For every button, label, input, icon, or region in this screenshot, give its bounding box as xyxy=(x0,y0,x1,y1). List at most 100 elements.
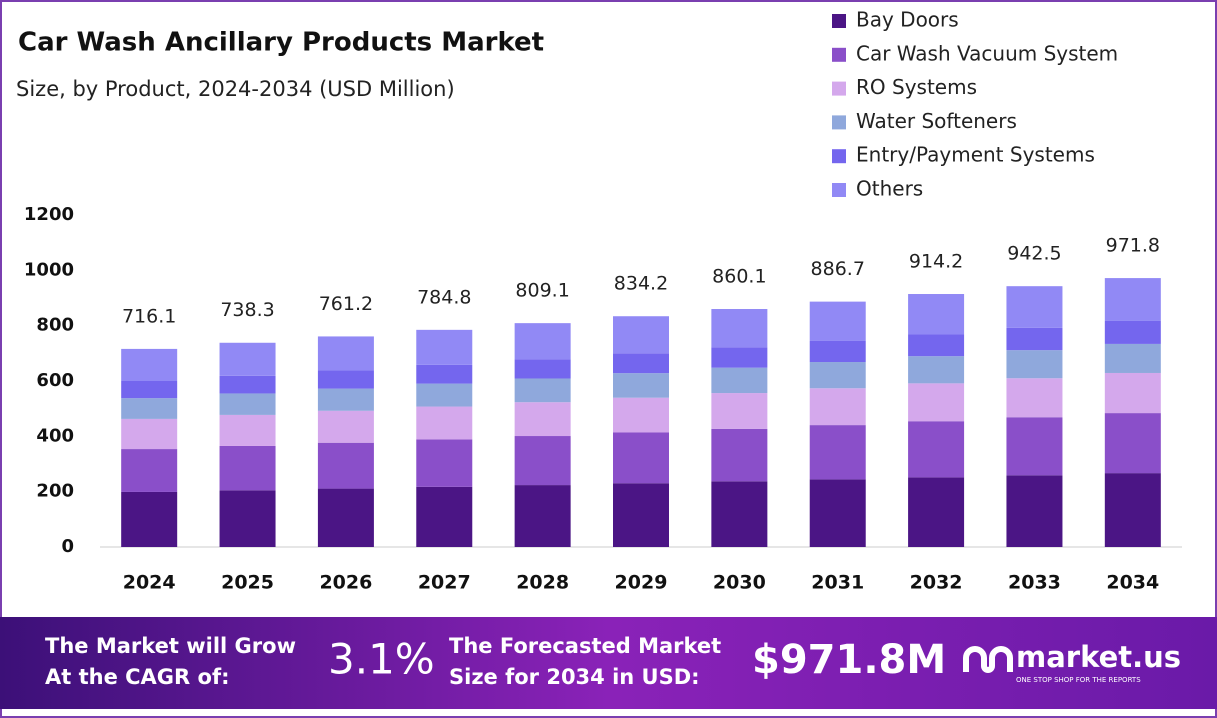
legend-label: Car Wash Vacuum System xyxy=(856,41,1118,65)
bar-segment xyxy=(514,436,571,486)
total-label: 886.7 xyxy=(811,258,865,280)
x-tick-label: 2034 xyxy=(1106,572,1159,594)
bar-segment xyxy=(908,356,965,384)
bar-segment xyxy=(514,359,571,379)
bar-segment xyxy=(1006,378,1063,418)
chart-title: Car Wash Ancillary Products Market xyxy=(18,28,544,58)
bar-segment xyxy=(121,348,178,381)
bar-segment xyxy=(219,445,276,491)
total-label: 761.2 xyxy=(319,293,373,315)
bar-segment xyxy=(121,491,178,547)
bar-segment xyxy=(1104,343,1161,373)
y-tick-label: 400 xyxy=(36,425,74,446)
bar-segment xyxy=(416,406,473,440)
total-label: 914.2 xyxy=(909,251,963,273)
bar-segment xyxy=(809,388,866,426)
bar-segment xyxy=(908,383,965,422)
bar-segment xyxy=(317,388,374,411)
bar-segment xyxy=(219,342,276,376)
bar-segment xyxy=(317,370,374,389)
legend-swatch xyxy=(832,149,846,164)
bar-segment xyxy=(121,449,178,492)
x-tick-label: 2031 xyxy=(811,572,864,594)
bar-segment xyxy=(1006,417,1063,476)
bar-segment xyxy=(908,421,965,478)
bar-segment xyxy=(908,477,965,547)
bar-segment xyxy=(219,375,276,394)
brand-tagline: ONE STOP SHOP FOR THE REPORTS xyxy=(1016,676,1141,684)
bar-segment xyxy=(416,439,473,487)
bar-segment xyxy=(1104,278,1161,321)
x-tick-label: 2027 xyxy=(418,572,471,594)
bar-segment xyxy=(809,425,866,480)
total-label: 942.5 xyxy=(1007,243,1061,265)
bar-segment xyxy=(514,485,571,547)
x-tick-label: 2025 xyxy=(221,572,274,594)
bar-segment xyxy=(1104,372,1161,414)
bar-segment xyxy=(1006,350,1063,379)
bar-segment xyxy=(613,373,669,398)
bar-segment xyxy=(711,428,768,482)
bar-segment xyxy=(613,483,669,547)
chart-subtitle: Size, by Product, 2024-2034 (USD Million… xyxy=(16,77,455,101)
brand-logo xyxy=(963,646,1013,673)
banner xyxy=(0,617,1217,709)
bar-segment xyxy=(514,378,571,403)
bar-segment xyxy=(1104,320,1161,344)
x-tick-label: 2028 xyxy=(516,572,569,594)
legend-swatch xyxy=(832,115,846,130)
bar-segment xyxy=(317,442,374,489)
legend-label: Water Softeners xyxy=(856,109,1017,133)
bar-segment xyxy=(711,367,768,394)
legend-swatch xyxy=(832,183,846,197)
y-tick-label: 1000 xyxy=(24,259,74,280)
bar-segment xyxy=(613,397,669,433)
bar-segment xyxy=(317,488,374,547)
bar-segment xyxy=(416,364,473,384)
y-tick-label: 800 xyxy=(36,315,74,336)
bar-segment xyxy=(416,486,473,547)
bar-segment xyxy=(809,340,866,363)
y-tick-label: 0 xyxy=(61,536,74,557)
bar-segment xyxy=(317,336,374,371)
legend-label: Bay Doors xyxy=(856,8,959,32)
banner-value: 3.1% xyxy=(328,635,435,684)
bar-segment xyxy=(219,490,276,547)
bar-segment xyxy=(1104,413,1161,474)
total-label: 716.1 xyxy=(122,305,176,327)
bar-segment xyxy=(121,381,178,399)
total-label: 860.1 xyxy=(712,266,766,288)
banner-text: The Market will Grow xyxy=(45,634,296,658)
bar-segment xyxy=(809,301,866,341)
bar-segment xyxy=(514,402,571,437)
y-tick-label: 600 xyxy=(36,370,74,391)
legend-swatch xyxy=(832,81,846,96)
x-tick-label: 2030 xyxy=(713,572,766,594)
bar-segment xyxy=(219,414,276,446)
x-tick-label: 2026 xyxy=(319,572,372,594)
total-label: 738.3 xyxy=(220,299,274,321)
bar-segment xyxy=(317,410,374,443)
brand: market.us xyxy=(1016,640,1181,674)
bar-segment xyxy=(711,347,768,368)
bar-segment xyxy=(613,432,669,484)
bar-segment xyxy=(1006,475,1063,547)
bar-segment xyxy=(908,294,965,335)
total-label: 834.2 xyxy=(614,273,668,295)
bar-segment xyxy=(121,418,178,450)
banner-value: $971.8M xyxy=(752,637,946,683)
bar-segment xyxy=(613,353,669,374)
legend-label: Entry/Payment Systems xyxy=(856,143,1095,167)
bar-segment xyxy=(1006,327,1063,351)
banner-text: The Forecasted Market xyxy=(449,634,721,658)
legend-swatch xyxy=(832,47,846,62)
x-tick-label: 2033 xyxy=(1008,572,1061,594)
legend-label: RO Systems xyxy=(856,75,977,99)
banner-text: Size for 2034 in USD: xyxy=(449,665,700,689)
y-tick-label: 200 xyxy=(36,481,74,502)
bar-segment xyxy=(908,334,965,357)
bar-segment xyxy=(711,309,768,348)
bar-segment xyxy=(1006,286,1063,328)
